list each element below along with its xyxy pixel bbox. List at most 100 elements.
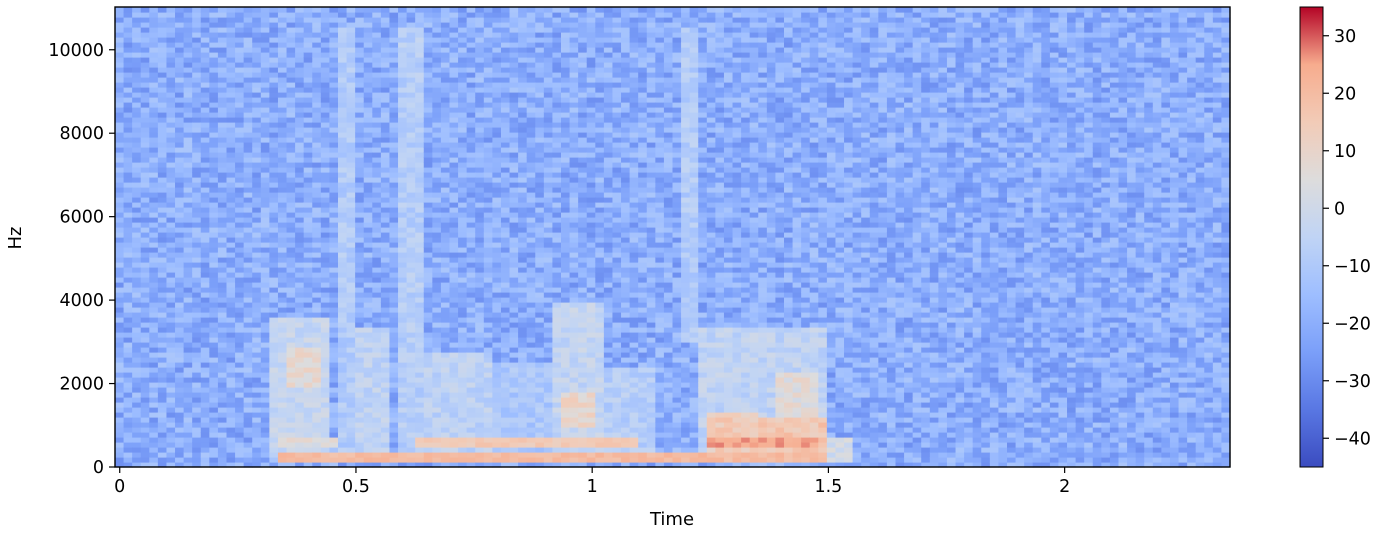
spectrogram-cell bbox=[423, 27, 433, 33]
spectrogram-cell bbox=[509, 362, 519, 368]
spectrogram-cell bbox=[226, 17, 236, 23]
spectrogram-cell bbox=[492, 342, 502, 348]
spectrogram-cell bbox=[398, 347, 408, 353]
spectrogram-cell bbox=[226, 22, 236, 28]
spectrogram-cell bbox=[140, 252, 150, 258]
spectrogram-cell bbox=[561, 387, 571, 393]
spectrogram-cell bbox=[303, 117, 313, 123]
spectrogram-cell bbox=[466, 152, 476, 158]
spectrogram-cell bbox=[372, 172, 382, 178]
spectrogram-cell bbox=[440, 7, 451, 13]
spectrogram-cell bbox=[303, 197, 313, 203]
spectrogram-cell bbox=[440, 162, 451, 168]
spectrogram-cell bbox=[157, 352, 168, 358]
spectrogram-cell bbox=[466, 412, 476, 418]
spectrogram-cell bbox=[286, 292, 296, 298]
spectrogram-cell bbox=[175, 27, 185, 33]
spectrogram-cell bbox=[449, 17, 459, 23]
spectrogram-cell bbox=[552, 297, 562, 303]
spectrogram-cell bbox=[346, 442, 356, 448]
spectrogram-cell bbox=[140, 182, 150, 188]
spectrogram-cell bbox=[458, 307, 468, 313]
spectrogram-cell bbox=[346, 417, 356, 423]
spectrogram-cell bbox=[380, 317, 391, 323]
spectrogram-cell bbox=[552, 272, 562, 278]
spectrogram-cell bbox=[518, 367, 528, 373]
spectrogram-cell bbox=[235, 417, 245, 423]
spectrogram-cell bbox=[535, 272, 545, 278]
spectrogram-cell bbox=[226, 187, 236, 193]
spectrogram-cell bbox=[475, 372, 485, 378]
spectrogram-cell bbox=[569, 142, 579, 148]
spectrogram-cell bbox=[235, 387, 245, 393]
spectrogram-cell bbox=[200, 332, 210, 338]
spectrogram-cell bbox=[260, 67, 270, 73]
spectrogram-cell bbox=[157, 372, 168, 378]
spectrogram-cell bbox=[149, 247, 159, 253]
spectrogram-cell bbox=[552, 377, 562, 383]
spectrogram-cell bbox=[260, 17, 270, 23]
spectrogram-cell bbox=[183, 107, 193, 113]
spectrogram-cell bbox=[432, 307, 442, 313]
spectrogram-cell bbox=[526, 437, 536, 443]
spectrogram-cell bbox=[338, 82, 348, 88]
spectrogram-cell bbox=[398, 332, 408, 338]
spectrogram-cell bbox=[569, 372, 579, 378]
spectrogram-cell bbox=[543, 72, 554, 78]
spectrogram-cell bbox=[235, 367, 245, 373]
spectrogram-cell bbox=[269, 122, 279, 128]
spectrogram-cell bbox=[526, 102, 536, 108]
spectrogram-cell bbox=[389, 107, 399, 113]
spectrogram-cell bbox=[423, 332, 433, 338]
spectrogram-cell bbox=[355, 447, 365, 453]
spectrogram-cell bbox=[157, 132, 168, 138]
spectrogram-cell bbox=[226, 57, 236, 63]
spectrogram-cell bbox=[440, 307, 451, 313]
spectrogram-cell bbox=[363, 87, 373, 93]
spectrogram-cell bbox=[312, 332, 322, 338]
spectrogram-cell bbox=[440, 462, 451, 468]
spectrogram-cell bbox=[192, 367, 202, 373]
spectrogram-cell bbox=[449, 307, 459, 313]
spectrogram-cell bbox=[209, 137, 219, 143]
spectrogram-cell bbox=[115, 37, 125, 43]
spectrogram-cell bbox=[235, 342, 245, 348]
spectrogram-cell bbox=[149, 212, 159, 218]
spectrogram-cell bbox=[217, 107, 228, 113]
spectrogram-cell bbox=[415, 362, 425, 368]
spectrogram-cell bbox=[389, 222, 399, 228]
spectrogram-cell bbox=[355, 197, 365, 203]
spectrogram-cell bbox=[552, 422, 562, 428]
spectrogram-cell bbox=[252, 412, 262, 418]
spectrogram-cell bbox=[389, 217, 399, 223]
spectrogram-cell bbox=[260, 267, 270, 273]
spectrogram-cell bbox=[535, 242, 545, 248]
spectrogram-cell bbox=[183, 452, 193, 458]
spectrogram-cell bbox=[209, 407, 219, 413]
spectrogram-cell bbox=[518, 127, 528, 133]
spectrogram-cell bbox=[338, 337, 348, 343]
spectrogram-cell bbox=[123, 137, 133, 143]
spectrogram-cell bbox=[157, 217, 168, 223]
spectrogram-cell bbox=[543, 7, 554, 13]
spectrogram-cell bbox=[252, 392, 262, 398]
spectrogram-cell bbox=[380, 332, 391, 338]
spectrogram-cell bbox=[500, 282, 511, 288]
spectrogram-cell bbox=[295, 352, 305, 358]
spectrogram-cell bbox=[406, 297, 416, 303]
spectrogram-cell bbox=[115, 232, 125, 238]
spectrogram-cell bbox=[132, 32, 142, 38]
spectrogram-cell bbox=[260, 42, 270, 48]
spectrogram-cell bbox=[252, 327, 262, 333]
spectrogram-cell bbox=[149, 227, 159, 233]
spectrogram-cell bbox=[475, 257, 485, 263]
spectrogram-cell bbox=[569, 172, 579, 178]
spectrogram-cell bbox=[440, 147, 451, 153]
spectrogram-cell bbox=[492, 92, 502, 98]
spectrogram-cell bbox=[243, 382, 253, 388]
spectrogram-cell bbox=[552, 362, 562, 368]
spectrogram-cell bbox=[140, 67, 150, 73]
spectrogram-cell bbox=[543, 172, 554, 178]
spectrogram-cell bbox=[192, 97, 202, 103]
spectrogram-cell bbox=[320, 137, 331, 143]
